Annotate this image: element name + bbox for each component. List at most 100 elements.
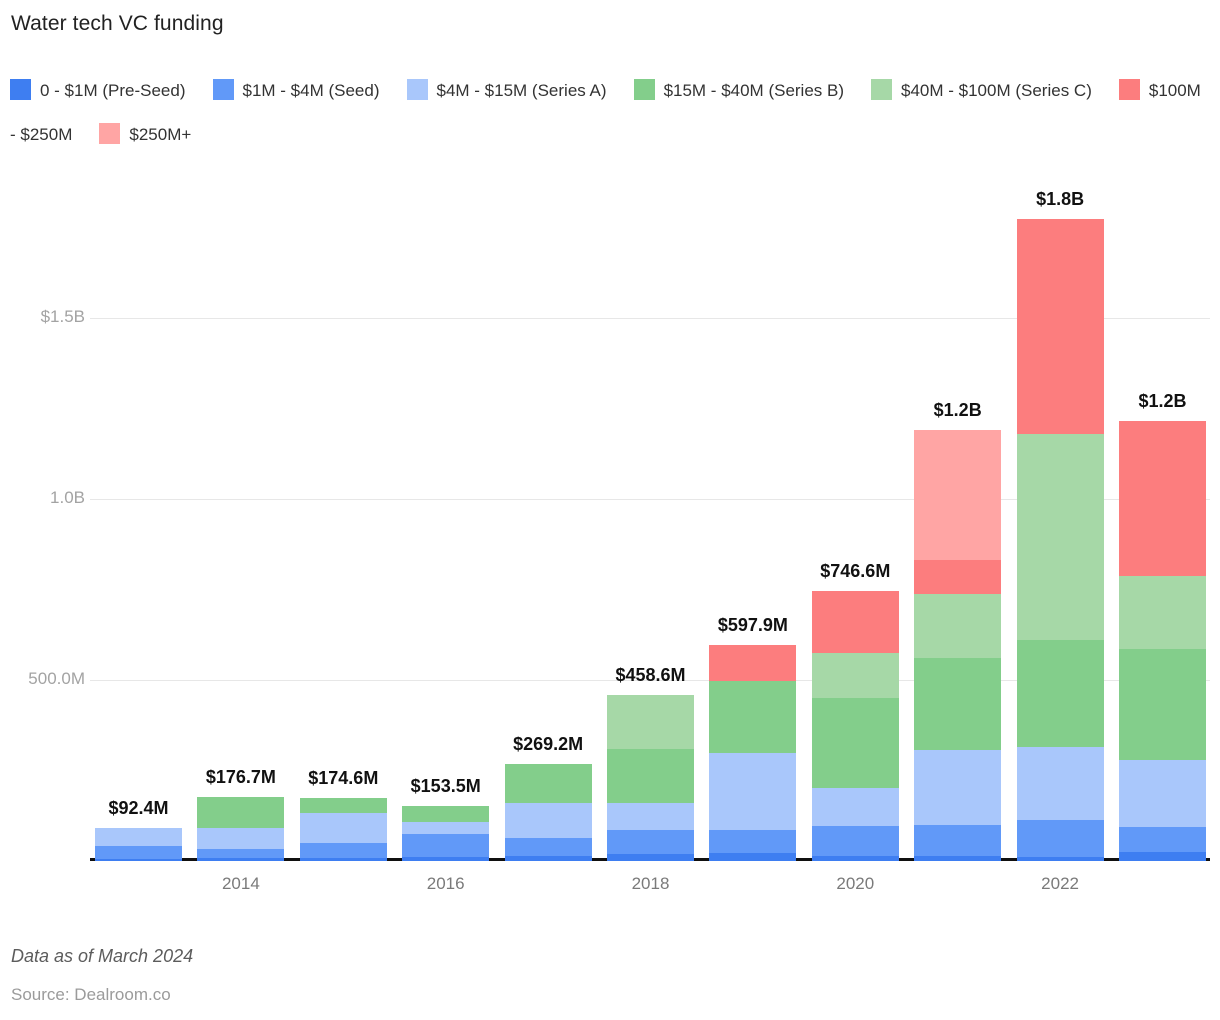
bar-segment[interactable]: [914, 429, 1002, 561]
bar-segment[interactable]: [1016, 820, 1104, 857]
legend-swatch-icon: [871, 79, 893, 100]
legend-item: $15M - $40M (Series B): [633, 79, 845, 100]
legend-swatch-icon: [10, 79, 31, 100]
bar-segment[interactable]: [402, 833, 490, 858]
bar-segment[interactable]: [709, 680, 797, 753]
legend-label: $1M - $4M (Seed): [242, 81, 380, 100]
bar-segment[interactable]: [197, 858, 285, 861]
x-axis-tick-label: 2016: [426, 874, 465, 893]
legend-label: $250M+: [129, 125, 192, 144]
bar-segment[interactable]: [914, 658, 1002, 750]
legend-item: $1M - $4M (Seed): [212, 79, 380, 100]
bar-segment[interactable]: [709, 829, 797, 853]
bar-segment[interactable]: [1119, 852, 1206, 861]
bar-segment[interactable]: [1016, 747, 1104, 821]
bar-segment[interactable]: [914, 855, 1002, 861]
bar-segment[interactable]: [504, 855, 592, 861]
bar-segment[interactable]: [299, 813, 387, 843]
y-gridline: [90, 499, 1210, 501]
bar-segment[interactable]: [709, 752, 797, 830]
legend-label: $15M - $40M (Series B): [663, 81, 845, 100]
bar-segment[interactable]: [914, 750, 1002, 825]
bar-segment[interactable]: [811, 697, 899, 788]
chart-legend: 0 - $1M (Pre-Seed) $1M - $4M (Seed) $4M - …: [10, 69, 1210, 157]
bar-segment[interactable]: [402, 821, 490, 834]
bar-segment[interactable]: [402, 805, 490, 822]
chart-title: Water tech VC funding: [11, 12, 224, 35]
y-axis-tick-label: 1.0B: [50, 488, 85, 508]
bar-total-label: $174.6M: [308, 767, 379, 788]
bar-segment[interactable]: [504, 763, 592, 803]
bar-segment[interactable]: [299, 858, 387, 861]
y-gridline: [90, 680, 1210, 682]
x-axis-tick-label: 2018: [631, 874, 670, 893]
bar-total-label: $458.6M: [615, 665, 686, 686]
legend-label: $4M - $15M (Series A): [436, 81, 607, 100]
legend-item: $100M - $250M: [10, 79, 1201, 144]
bar-segment[interactable]: [197, 827, 285, 849]
bar-segment[interactable]: [504, 837, 592, 856]
bar-segment[interactable]: [914, 560, 1002, 595]
legend-item: $4M - $15M (Series A): [406, 79, 607, 100]
bar-segment[interactable]: [299, 842, 387, 859]
bar-segment[interactable]: [1016, 218, 1104, 434]
legend-swatch-icon: [1118, 79, 1140, 100]
bar-segment[interactable]: [1119, 760, 1206, 827]
bar-segment[interactable]: [709, 853, 797, 861]
bar-segment[interactable]: [1016, 640, 1104, 748]
legend-label: $40M - $100M (Series C): [901, 81, 1092, 100]
bar-segment[interactable]: [1119, 649, 1206, 760]
x-axis-tick-label: 2020: [836, 874, 875, 893]
bar-total-label: $746.6M: [820, 561, 891, 581]
bar-segment[interactable]: [607, 803, 694, 831]
bar-segment[interactable]: [607, 830, 694, 855]
legend-item: 0 - $1M (Pre-Seed): [10, 79, 186, 100]
bar-segment[interactable]: [607, 854, 694, 861]
bar-segment[interactable]: [1016, 433, 1104, 640]
legend-swatch-icon: [633, 79, 655, 100]
bar-total-label: $1.2B: [933, 399, 982, 420]
bar-segment[interactable]: [811, 825, 899, 856]
y-axis-tick-label: 500.0M: [28, 669, 85, 689]
bar-total-label: $92.4M: [108, 797, 169, 818]
data-note: Data as of March 2024: [11, 946, 194, 966]
bar-total-label: $176.7M: [205, 767, 276, 788]
bar-segment[interactable]: [914, 824, 1002, 856]
legend-label: 0 - $1M (Pre-Seed): [40, 81, 186, 100]
bar-segment[interactable]: [811, 855, 899, 861]
bar-segment[interactable]: [197, 797, 285, 828]
x-axis-tick-label: 2014: [221, 874, 260, 893]
bar-segment[interactable]: [811, 591, 899, 654]
bar-segment[interactable]: [402, 857, 490, 861]
y-gridline: [90, 318, 1210, 320]
legend-item: $250M+: [99, 123, 192, 144]
bar-segment[interactable]: [1016, 857, 1104, 861]
bar-segment[interactable]: [95, 827, 182, 846]
bar-total-label: $269.2M: [513, 733, 584, 754]
bar-segment[interactable]: [709, 644, 797, 681]
bar-segment[interactable]: [607, 749, 694, 804]
legend-swatch-icon: [99, 123, 121, 144]
source-credit: Source: Dealroom.co: [11, 985, 171, 1004]
bar-segment[interactable]: [607, 695, 694, 750]
bar-total-label: $597.9M: [717, 614, 788, 635]
bar-segment[interactable]: [1119, 421, 1206, 576]
legend-item: $40M - $100M (Series C): [871, 79, 1092, 100]
bar-segment[interactable]: [504, 802, 592, 838]
bar-segment[interactable]: [197, 849, 285, 859]
bar-segment[interactable]: [299, 797, 387, 813]
legend-label: $100M - $250M: [10, 81, 1201, 144]
bar-segment[interactable]: [1119, 576, 1206, 650]
bar-segment[interactable]: [914, 594, 1002, 659]
bar-total-label: $1.2B: [1138, 391, 1187, 412]
bar-total-label: $153.5M: [410, 775, 481, 796]
legend-swatch-icon: [406, 79, 428, 100]
bar-segment[interactable]: [95, 845, 182, 859]
x-axis-tick-label: 2022: [1041, 874, 1080, 893]
bar-segment[interactable]: [811, 787, 899, 826]
bar-segment[interactable]: [95, 858, 182, 861]
bar-segment[interactable]: [811, 653, 899, 698]
bar-segment[interactable]: [1119, 827, 1206, 852]
legend-swatch-icon: [212, 79, 234, 100]
